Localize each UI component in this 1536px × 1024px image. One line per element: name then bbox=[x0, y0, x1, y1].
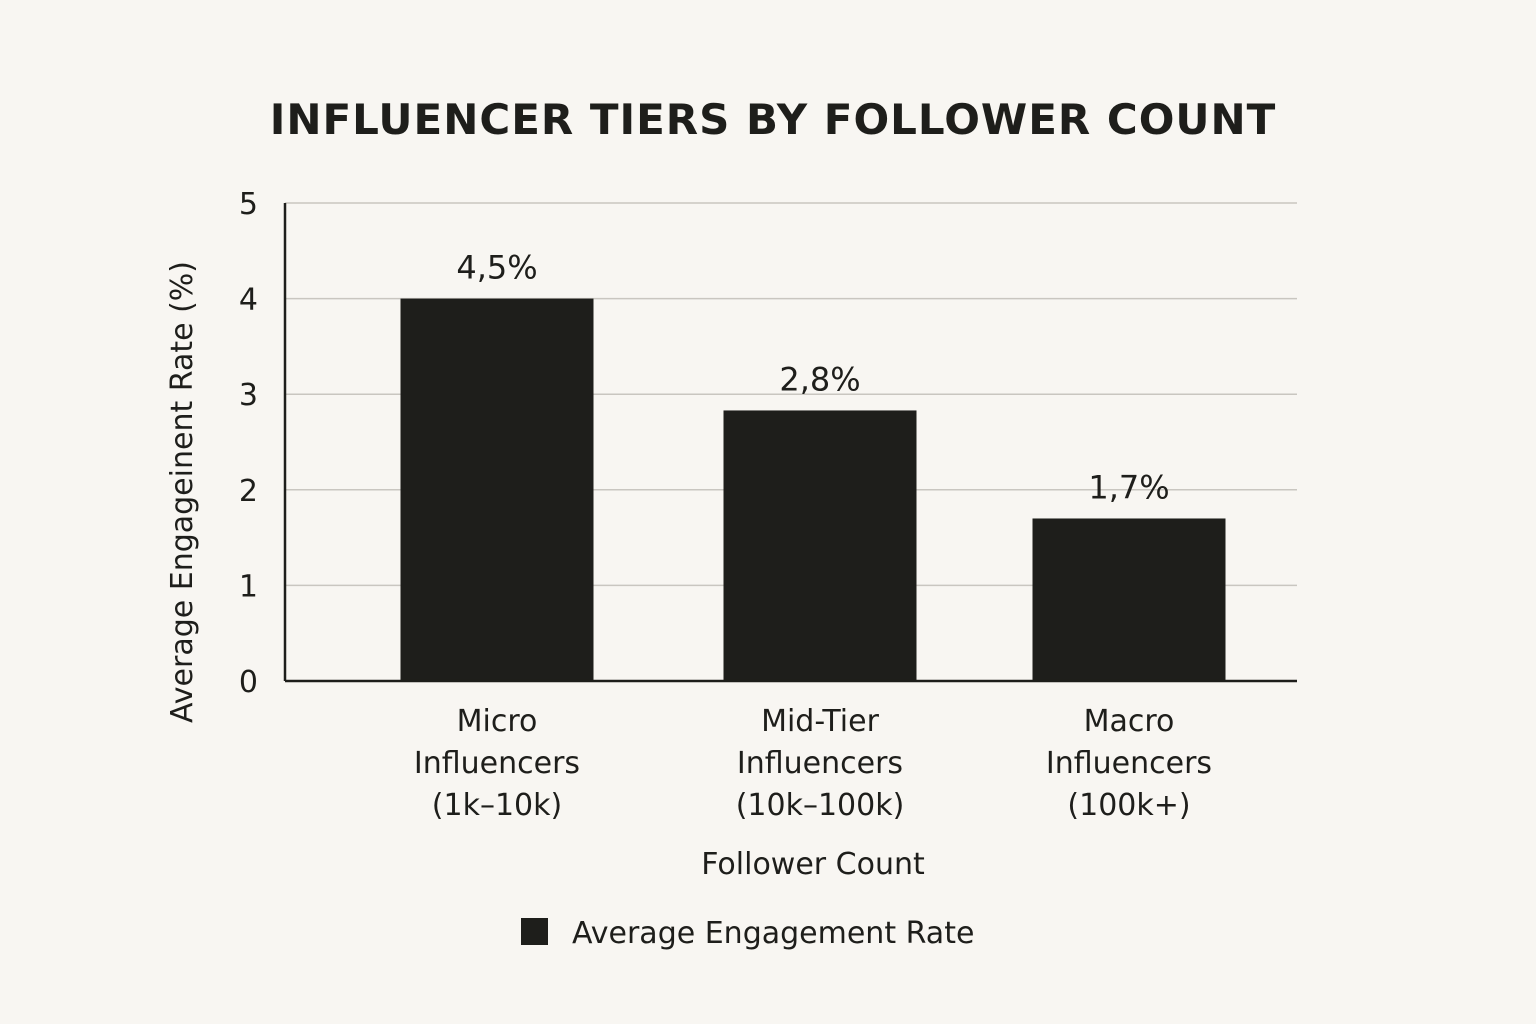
y-tick-label: 4 bbox=[239, 283, 258, 318]
bar-value-label: 1,7% bbox=[1088, 468, 1169, 506]
axes bbox=[283, 203, 1297, 683]
x-category-label: Micro bbox=[457, 704, 538, 739]
x-category-label: Macro bbox=[1084, 704, 1175, 739]
x-category-label: Influencers bbox=[737, 746, 903, 781]
x-category-label: (10k–100k) bbox=[736, 788, 905, 823]
x-category-label: Influencers bbox=[414, 746, 580, 781]
bar bbox=[1032, 518, 1226, 681]
bar bbox=[400, 298, 594, 681]
x-axis-label: Follower Count bbox=[701, 847, 925, 882]
legend-label: Average Engagement Rate bbox=[572, 916, 974, 951]
bars bbox=[400, 298, 1226, 681]
bar-value-label: 4,5% bbox=[456, 249, 537, 287]
x-category-label: (1k–10k) bbox=[432, 788, 562, 823]
y-axis-label: Average Engageinent Rate (%) bbox=[165, 261, 200, 723]
y-tick-label: 0 bbox=[239, 665, 258, 700]
chart-title: INFLUENCER TIERS BY FOLLOWER COUNT bbox=[270, 95, 1277, 144]
bar bbox=[723, 410, 917, 681]
y-tick-label: 5 bbox=[239, 187, 258, 222]
bar-value-label: 2,8% bbox=[779, 360, 860, 398]
legend-swatch bbox=[521, 918, 548, 945]
x-category-label: (100k+) bbox=[1067, 788, 1190, 823]
y-tick-label: 2 bbox=[239, 474, 258, 509]
y-axis-ticks: 0 1 2 3 4 5 bbox=[239, 187, 258, 700]
x-category-label: Mid-Tier bbox=[761, 704, 880, 739]
legend: Average Engagement Rate bbox=[521, 916, 974, 951]
x-axis-categories: Micro Influencers (1k–10k) Mid-Tier Influenc… bbox=[414, 704, 1212, 823]
y-tick-label: 1 bbox=[239, 569, 258, 604]
x-category-label: Influencers bbox=[1046, 746, 1212, 781]
data-labels: 4,5% 2,8% 1,7% bbox=[456, 249, 1169, 507]
y-tick-label: 3 bbox=[239, 378, 258, 413]
